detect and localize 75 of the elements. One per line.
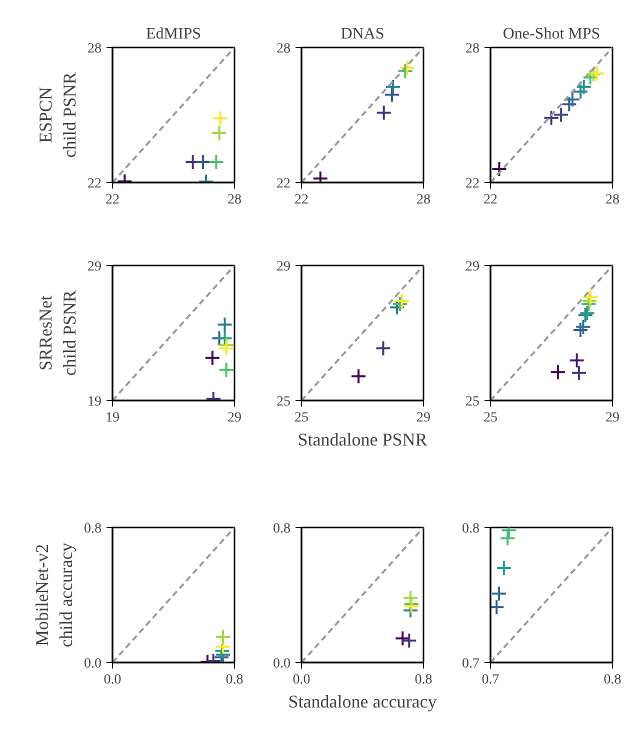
- y-tick-label: 22: [276, 176, 290, 192]
- x-tick-label: 25: [294, 410, 308, 426]
- point: [582, 292, 598, 309]
- y-axis-title: MobileNet-v2 child accuracy: [32, 542, 76, 648]
- point: [216, 330, 233, 346]
- y-tick-label: 0.8: [84, 522, 102, 536]
- y-tick-label: 28: [466, 42, 480, 56]
- x-tick-label: 19: [106, 410, 120, 426]
- x-tick-label: 0.8: [226, 672, 244, 688]
- y-tick-label: 29: [88, 260, 102, 274]
- point: [582, 289, 599, 306]
- point: [211, 125, 228, 141]
- x-tick-label: 0.0: [292, 672, 310, 688]
- y-tick-label: 22: [88, 176, 102, 192]
- point: [394, 292, 410, 309]
- y-tick-label: 0.7: [462, 656, 480, 672]
- point: [568, 352, 585, 368]
- point: [543, 110, 560, 126]
- point: [491, 161, 508, 177]
- x-tick-label: 29: [416, 410, 430, 426]
- x-tick-label: 0.8: [414, 672, 432, 688]
- point: [208, 154, 224, 170]
- y-tick-label: 28: [88, 42, 102, 56]
- y-tick-label: 28: [276, 42, 290, 56]
- point: [350, 368, 367, 384]
- point: [572, 84, 589, 100]
- y-tick-label: 0.0: [273, 656, 290, 672]
- x-tick-label: 25: [484, 410, 498, 426]
- point: [564, 91, 580, 108]
- point: [588, 65, 605, 82]
- point: [392, 296, 408, 312]
- point: [218, 362, 234, 378]
- y-tick-label: 22: [466, 176, 480, 192]
- point: [216, 316, 233, 333]
- point: [375, 340, 392, 356]
- y-tick-label: 0.8: [273, 522, 290, 536]
- chart-title: One-Shot MPS: [502, 26, 600, 42]
- point: [561, 96, 578, 112]
- y-tick-label: 29: [466, 260, 480, 274]
- point: [553, 106, 570, 123]
- point: [586, 66, 602, 82]
- x-tick-label: 28: [606, 192, 620, 208]
- x-tick-label: 22: [484, 192, 498, 208]
- y-tick-label: 19: [88, 394, 102, 410]
- point: [572, 322, 588, 338]
- x-axis-title: Standalone PSNR: [298, 430, 428, 450]
- y-tick-label: 29: [276, 260, 290, 274]
- y-tick-label: 0.0: [84, 656, 102, 672]
- y-axis-title: SRResNet child PSNR: [36, 290, 80, 376]
- x-tick-label: 0.8: [604, 672, 622, 688]
- point: [401, 632, 418, 649]
- chart-title: EdMIPS: [146, 26, 202, 42]
- point: [194, 154, 211, 170]
- chart-title: DNAS: [340, 26, 384, 42]
- point: [550, 364, 566, 380]
- point: [218, 340, 234, 356]
- point: [212, 110, 228, 126]
- y-tick-label: 25: [276, 394, 290, 410]
- y-tick-label: 0.8: [462, 522, 480, 536]
- point: [576, 78, 592, 95]
- x-tick-label: 28: [416, 192, 430, 208]
- x-tick-label: 0.7: [482, 672, 500, 688]
- point: [204, 350, 220, 366]
- y-axis-title: ESPCN child PSNR: [36, 72, 80, 158]
- point: [575, 318, 592, 335]
- point: [570, 364, 587, 381]
- x-axis-title: Standalone accuracy: [288, 692, 437, 712]
- point: [402, 590, 419, 606]
- x-tick-label: 22: [294, 192, 308, 208]
- x-tick-label: 28: [228, 192, 242, 208]
- y-tick-label: 25: [466, 394, 480, 410]
- x-tick-label: 0.0: [104, 672, 122, 688]
- x-tick-label: 29: [606, 410, 620, 426]
- x-tick-label: 29: [228, 410, 242, 426]
- x-tick-label: 22: [106, 192, 120, 208]
